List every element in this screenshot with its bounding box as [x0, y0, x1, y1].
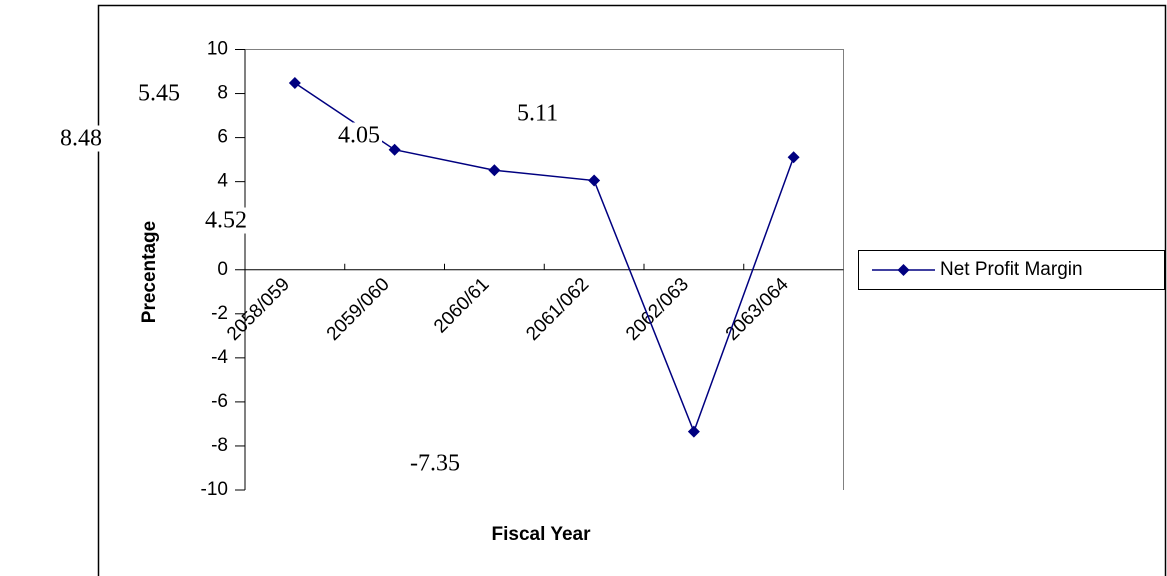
y-axis-title: Precentage [139, 221, 160, 323]
data-marker [687, 425, 700, 438]
y-tick-label: -2 [211, 303, 228, 324]
legend-box [858, 250, 1165, 290]
data-label-bg [203, 207, 249, 234]
data-label: 4.52 [205, 208, 247, 234]
data-label: -7.35 [410, 451, 460, 477]
data-marker [488, 164, 501, 177]
data-marker [588, 174, 601, 187]
data-label-bg [58, 125, 104, 152]
data-label-bg [336, 122, 382, 149]
legend-label: Net Profit Margin [940, 259, 1083, 280]
x-axis-title: Fiscal Year [492, 524, 592, 545]
data-label: 4.05 [338, 123, 380, 149]
data-marker [388, 143, 401, 156]
x-tick-label: 2063/064 [722, 274, 793, 345]
x-tick-label: 2059/060 [323, 274, 394, 345]
x-tick-label: 2062/063 [622, 274, 693, 345]
data-label: 8.48 [60, 126, 102, 152]
data-label-bg [408, 450, 462, 477]
x-tick-label: 2058/059 [223, 274, 294, 345]
data-label-bg [136, 80, 182, 107]
y-tick-label: -8 [211, 435, 228, 456]
data-label: 5.11 [517, 101, 558, 127]
plot-border [245, 49, 844, 490]
data-marker [288, 76, 301, 89]
data-label: 5.45 [138, 81, 180, 107]
data-marker [787, 151, 800, 164]
data-label-bg [515, 100, 561, 127]
y-tick-label: -4 [211, 347, 228, 368]
y-tick-label: 8 [217, 83, 228, 104]
x-tick-label: 2061/062 [522, 274, 593, 345]
y-tick-label: 0 [217, 259, 228, 280]
y-tick-label: 6 [217, 127, 228, 148]
y-tick-label: -6 [211, 391, 228, 412]
y-tick-label: -10 [201, 479, 228, 500]
chart-border [97, 4, 1167, 576]
legend: Net Profit Margin [858, 250, 1165, 290]
x-tick-label: 2060/61 [430, 274, 493, 337]
legend-marker [897, 264, 910, 276]
y-tick-label: 4 [217, 171, 228, 192]
y-tick-label: 10 [207, 39, 228, 60]
